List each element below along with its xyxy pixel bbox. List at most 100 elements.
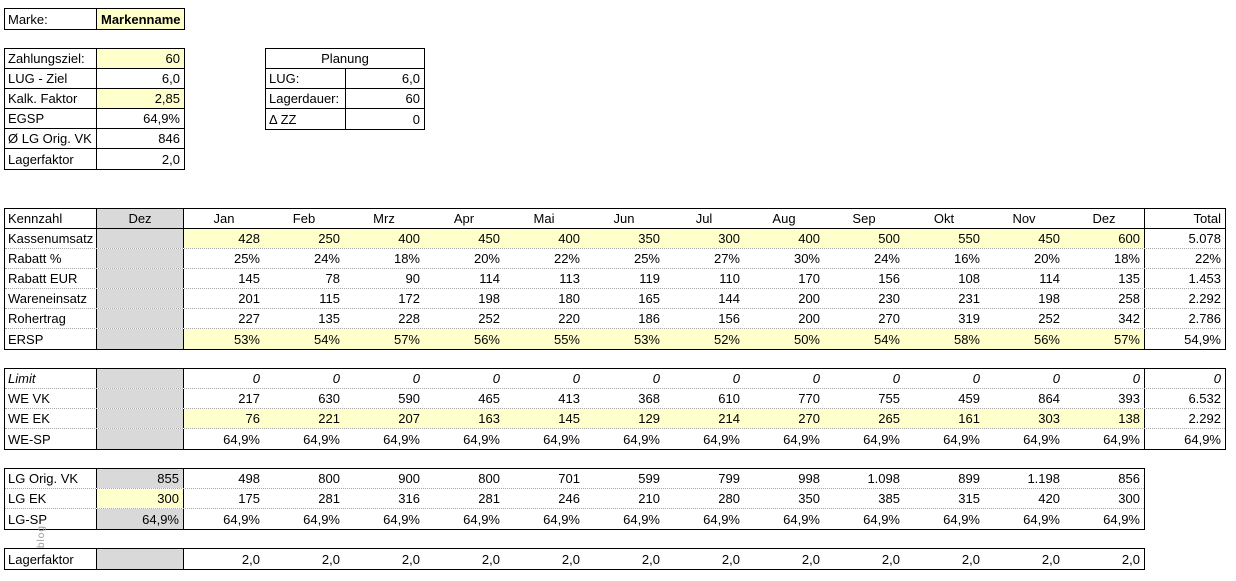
cell-value[interactable]: 270 [878, 311, 900, 326]
cell-value[interactable]: 64,9% [863, 431, 900, 447]
planung-value-cell[interactable]: 60 [345, 89, 424, 108]
cell-total[interactable]: 0 [1144, 369, 1225, 388]
cell-value[interactable]: 64,9% [703, 431, 740, 447]
cell-value[interactable]: 2,0 [721, 551, 740, 567]
cell-value[interactable]: 20% [1033, 251, 1060, 266]
cell-value[interactable]: 300 [1118, 491, 1140, 506]
cell-value[interactable]: 2,0 [801, 551, 820, 567]
cell-value[interactable]: 342 [1118, 311, 1140, 326]
cell-value[interactable]: 64,9% [463, 511, 500, 527]
cell-value[interactable]: 770 [798, 391, 820, 406]
cell-value[interactable]: 186 [638, 311, 660, 326]
cell-value[interactable]: 316 [398, 491, 420, 506]
cell-value[interactable]: 144 [718, 291, 740, 306]
cell-dez[interactable] [96, 249, 184, 268]
cell-value[interactable]: 64,9% [383, 511, 420, 527]
cell-value[interactable]: 0 [652, 371, 660, 386]
cell-dez[interactable] [96, 369, 184, 388]
cell-value[interactable]: 64,9% [783, 431, 820, 447]
cell-value[interactable]: 270 [744, 409, 824, 428]
cell-value[interactable]: 57% [344, 329, 424, 349]
cell-value[interactable]: 214 [664, 409, 744, 428]
cell-value[interactable]: 90 [405, 271, 420, 286]
cell-value[interactable]: 64,9% [303, 431, 340, 447]
cell-value[interactable]: 64,9% [463, 431, 500, 447]
cell-value[interactable]: 2,0 [881, 551, 900, 567]
cell-value[interactable]: 231 [958, 291, 980, 306]
cell-value[interactable]: 315 [958, 491, 980, 506]
cell-value[interactable]: 135 [1118, 271, 1140, 286]
cell-value[interactable]: 864 [1038, 391, 1060, 406]
cell-value[interactable]: 175 [238, 491, 260, 506]
cell-value[interactable]: 64,9% [863, 511, 900, 527]
cell-value[interactable]: 350 [584, 229, 664, 248]
cell-value[interactable]: 281 [478, 491, 500, 506]
cell-value[interactable]: 258 [1118, 291, 1140, 306]
cell-value[interactable]: 165 [638, 291, 660, 306]
cell-value[interactable]: 590 [398, 391, 420, 406]
cell-value[interactable]: 599 [638, 471, 660, 486]
cell-dez[interactable]: 300 [96, 489, 184, 508]
param-value-cell[interactable]: 2,85 [96, 89, 184, 108]
cell-value[interactable]: 900 [398, 471, 420, 486]
cell-value[interactable]: 420 [1038, 491, 1060, 506]
param-value-cell[interactable]: 64,9% [96, 109, 184, 128]
cell-dez[interactable] [96, 409, 184, 428]
cell-total[interactable]: 1.453 [1144, 269, 1225, 288]
cell-dez[interactable] [96, 389, 184, 408]
cell-value[interactable]: 2,0 [561, 551, 580, 567]
cell-value[interactable]: 64,9% [543, 511, 580, 527]
cell-value[interactable]: 0 [1052, 371, 1060, 386]
cell-value[interactable]: 64,9% [543, 431, 580, 447]
cell-value[interactable]: 30% [793, 251, 820, 266]
cell-value[interactable]: 16% [953, 251, 980, 266]
cell-value[interactable]: 64,9% [1103, 431, 1140, 447]
cell-value[interactable]: 2,0 [1041, 551, 1060, 567]
cell-value[interactable]: 800 [318, 471, 340, 486]
cell-value[interactable]: 400 [504, 229, 584, 248]
cell-value[interactable]: 64,9% [1103, 511, 1140, 527]
cell-value[interactable]: 64,9% [303, 511, 340, 527]
cell-value[interactable]: 0 [1132, 371, 1140, 386]
cell-value[interactable]: 0 [732, 371, 740, 386]
cell-dez[interactable] [96, 229, 184, 248]
cell-value[interactable]: 227 [238, 311, 260, 326]
cell-value[interactable]: 54% [824, 329, 904, 349]
cell-value[interactable]: 2,0 [1121, 551, 1140, 567]
param-value-cell[interactable]: 846 [96, 129, 184, 148]
cell-value[interactable]: 2,0 [241, 551, 260, 567]
cell-value[interactable]: 856 [1118, 471, 1140, 486]
cell-value[interactable]: 413 [558, 391, 580, 406]
cell-value[interactable]: 630 [318, 391, 340, 406]
cell-value[interactable]: 899 [958, 471, 980, 486]
cell-value[interactable]: 161 [904, 409, 984, 428]
cell-value[interactable]: 610 [718, 391, 740, 406]
cell-value[interactable]: 701 [558, 471, 580, 486]
cell-value[interactable]: 281 [318, 491, 340, 506]
cell-value[interactable]: 64,9% [623, 511, 660, 527]
cell-value[interactable]: 57% [1064, 329, 1144, 349]
cell-value[interactable]: 56% [984, 329, 1064, 349]
cell-value[interactable]: 799 [718, 471, 740, 486]
cell-dez[interactable] [96, 269, 184, 288]
cell-dez[interactable]: 855 [96, 469, 184, 488]
cell-value[interactable]: 385 [878, 491, 900, 506]
cell-total[interactable]: 2.292 [1144, 289, 1225, 308]
cell-value[interactable]: 2,0 [481, 551, 500, 567]
cell-dez[interactable] [96, 329, 184, 349]
cell-total[interactable]: 22% [1144, 249, 1225, 268]
cell-value[interactable]: 25% [633, 251, 660, 266]
cell-dez[interactable] [96, 549, 184, 569]
cell-dez[interactable] [96, 309, 184, 328]
cell-value[interactable]: 800 [478, 471, 500, 486]
cell-value[interactable]: 265 [824, 409, 904, 428]
cell-value[interactable]: 450 [984, 229, 1064, 248]
cell-value[interactable]: 64,9% [1023, 431, 1060, 447]
cell-value[interactable]: 54% [264, 329, 344, 349]
cell-value[interactable]: 393 [1118, 391, 1140, 406]
cell-value[interactable]: 217 [238, 391, 260, 406]
planung-value-cell[interactable]: 0 [345, 109, 424, 129]
cell-value[interactable]: 0 [252, 371, 260, 386]
cell-value[interactable]: 600 [1064, 229, 1144, 248]
cell-value[interactable]: 115 [319, 291, 340, 306]
